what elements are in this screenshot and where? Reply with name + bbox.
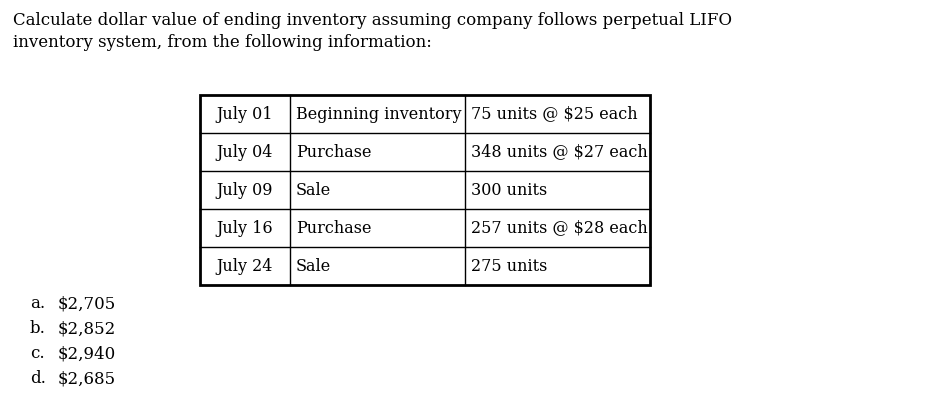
Text: July 16: July 16: [217, 219, 273, 236]
Text: c.: c.: [30, 345, 45, 362]
Text: Calculate dollar value of ending inventory assuming company follows perpetual LI: Calculate dollar value of ending invento…: [13, 12, 732, 29]
Text: Purchase: Purchase: [296, 143, 371, 161]
Text: 300 units: 300 units: [471, 182, 547, 199]
Text: Sale: Sale: [296, 182, 331, 199]
Text: Sale: Sale: [296, 258, 331, 275]
Text: $2,705: $2,705: [58, 295, 116, 312]
Text: Purchase: Purchase: [296, 219, 371, 236]
Text: $2,852: $2,852: [58, 320, 116, 337]
Text: 275 units: 275 units: [471, 258, 547, 275]
Text: July 09: July 09: [217, 182, 273, 199]
Text: July 04: July 04: [217, 143, 273, 161]
Text: Beginning inventory: Beginning inventory: [296, 106, 462, 122]
Text: 75 units @ $25 each: 75 units @ $25 each: [471, 106, 638, 122]
Text: July 01: July 01: [217, 106, 273, 122]
Text: a.: a.: [30, 295, 45, 312]
Text: 257 units @ $28 each: 257 units @ $28 each: [471, 219, 648, 236]
Text: d.: d.: [30, 370, 46, 387]
Text: July 24: July 24: [217, 258, 273, 275]
Text: $2,940: $2,940: [58, 345, 116, 362]
Bar: [200, 95, 650, 285]
Text: inventory system, from the following information:: inventory system, from the following inf…: [13, 34, 432, 51]
Text: $2,685: $2,685: [58, 370, 116, 387]
Text: b.: b.: [30, 320, 46, 337]
Text: 348 units @ $27 each: 348 units @ $27 each: [471, 143, 648, 161]
